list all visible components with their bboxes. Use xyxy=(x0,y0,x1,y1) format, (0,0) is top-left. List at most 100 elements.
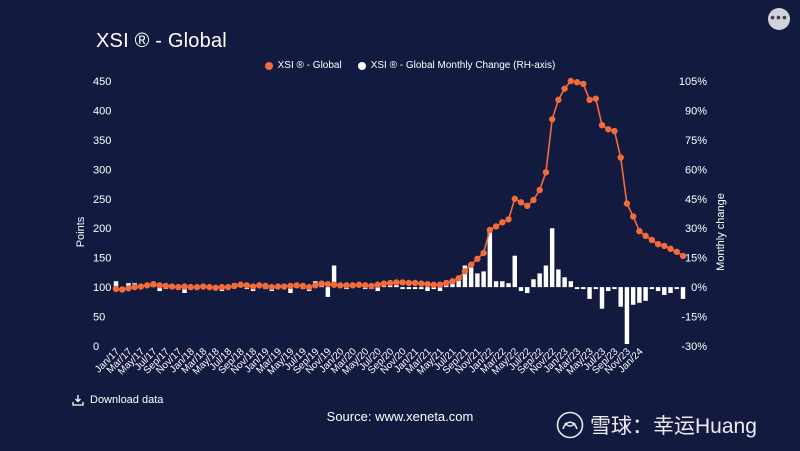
xsi-point xyxy=(362,282,369,289)
monthly-change-bar xyxy=(512,255,517,288)
y2-tick-label: 75% xyxy=(685,135,707,147)
xsi-point xyxy=(137,283,145,290)
monthly-change-bar xyxy=(624,287,630,345)
monthly-change-bar xyxy=(425,287,430,292)
xsi-point xyxy=(162,282,170,290)
xsi-point xyxy=(411,279,419,287)
monthly-change-bar xyxy=(412,287,418,290)
xsi-point xyxy=(143,282,151,289)
monthly-change-bar xyxy=(325,287,331,297)
xsi-point xyxy=(592,95,599,102)
xsi-point xyxy=(218,283,226,291)
xsi-point xyxy=(380,280,388,287)
legend-item-index[interactable]: XSI ® - Global xyxy=(264,60,342,71)
xsi-point xyxy=(337,282,344,289)
y2-tick-label: 15% xyxy=(685,253,707,265)
legend-line-marker xyxy=(264,61,273,70)
xsi-point xyxy=(150,280,157,288)
xsi-point xyxy=(386,279,394,287)
xsi-point xyxy=(299,282,307,290)
xsi-point xyxy=(449,278,456,285)
monthly-change-bar xyxy=(456,277,461,288)
xsi-point xyxy=(573,78,581,86)
watermark-text: 雪球：幸运Huang xyxy=(590,415,757,438)
xsi-point xyxy=(642,232,649,240)
xsi-point xyxy=(517,199,525,206)
y-tick-label: 50 xyxy=(93,312,105,324)
xsi-point xyxy=(268,283,275,291)
monthly-change-bar xyxy=(525,287,530,293)
y2-tick-label: 45% xyxy=(685,194,707,206)
xsi-point xyxy=(474,255,481,263)
xsi-point xyxy=(486,226,494,234)
xsi-point xyxy=(430,281,437,288)
legend-bar-label: XSI ® - Global Monthly Change (RH-axis) xyxy=(370,60,556,71)
xsi-point xyxy=(598,121,606,129)
monthly-change-bar xyxy=(662,287,667,295)
chart-menu-button[interactable]: ••• xyxy=(768,8,790,30)
xsi-point xyxy=(580,80,587,88)
xsi-point xyxy=(125,285,132,292)
xsi-point xyxy=(243,282,251,289)
xsi-point xyxy=(492,223,500,230)
xsi-point xyxy=(181,283,188,290)
y-tick-label: 350 xyxy=(93,135,111,147)
xsi-point xyxy=(467,261,475,268)
y-tick-label: 300 xyxy=(93,164,111,176)
xsi-point xyxy=(324,280,332,288)
monthly-change-bar xyxy=(113,281,119,288)
xsi-point xyxy=(256,282,263,289)
monthly-change-bar xyxy=(431,287,436,290)
monthly-change-bar xyxy=(649,287,655,290)
monthly-change-bar xyxy=(462,265,468,288)
xsi-point xyxy=(623,200,631,207)
monthly-change-bar xyxy=(468,267,474,288)
xsi-point xyxy=(567,77,575,85)
xsi-point xyxy=(343,282,350,289)
xsi-point xyxy=(399,279,406,286)
xsi-point xyxy=(193,283,201,291)
xsi-point xyxy=(586,96,593,104)
xsi-point xyxy=(455,275,462,282)
xsi-point xyxy=(629,213,637,220)
xsi-point xyxy=(168,283,176,290)
xsi-point xyxy=(249,283,257,290)
monthly-change-bar xyxy=(400,287,405,290)
xsi-point xyxy=(636,227,643,235)
monthly-change-bar xyxy=(493,281,499,288)
watermark: 雪球：幸运Huang xyxy=(556,410,757,440)
xsi-point xyxy=(679,252,687,260)
xsi-point xyxy=(443,279,450,287)
xsi-point xyxy=(305,283,313,291)
xsi-point xyxy=(661,242,668,250)
y2-tick-label: 60% xyxy=(685,164,707,176)
legend-line-label: XSI ® - Global xyxy=(277,60,342,71)
xsi-point xyxy=(530,196,537,204)
y2-tick-label: 0% xyxy=(691,282,707,294)
xsi-point xyxy=(424,280,431,288)
download-icon xyxy=(72,395,84,406)
xsi-point xyxy=(355,281,363,288)
y-tick-label: 250 xyxy=(93,194,111,206)
xsi-point xyxy=(224,283,232,291)
monthly-change-bar xyxy=(406,287,412,290)
monthly-change-bar xyxy=(549,228,555,288)
xsi-point xyxy=(499,219,506,226)
xsi-point xyxy=(542,169,550,176)
xsi-point xyxy=(374,281,381,288)
xsi-point xyxy=(511,195,518,202)
legend-item-monthly-change[interactable]: XSI ® - Global Monthly Change (RH-axis) xyxy=(357,60,556,71)
download-data-button[interactable]: Download data xyxy=(72,394,163,406)
monthly-change-bar xyxy=(606,287,611,292)
monthly-change-bar xyxy=(475,273,480,288)
monthly-change-bar xyxy=(157,287,162,292)
monthly-change-bar xyxy=(531,279,536,288)
monthly-change-bar xyxy=(375,287,380,292)
monthly-change-bar xyxy=(562,277,567,288)
monthly-change-bar xyxy=(618,287,623,307)
xsi-point xyxy=(480,249,487,257)
xsi-point xyxy=(200,283,207,290)
xsi-point xyxy=(654,240,662,248)
